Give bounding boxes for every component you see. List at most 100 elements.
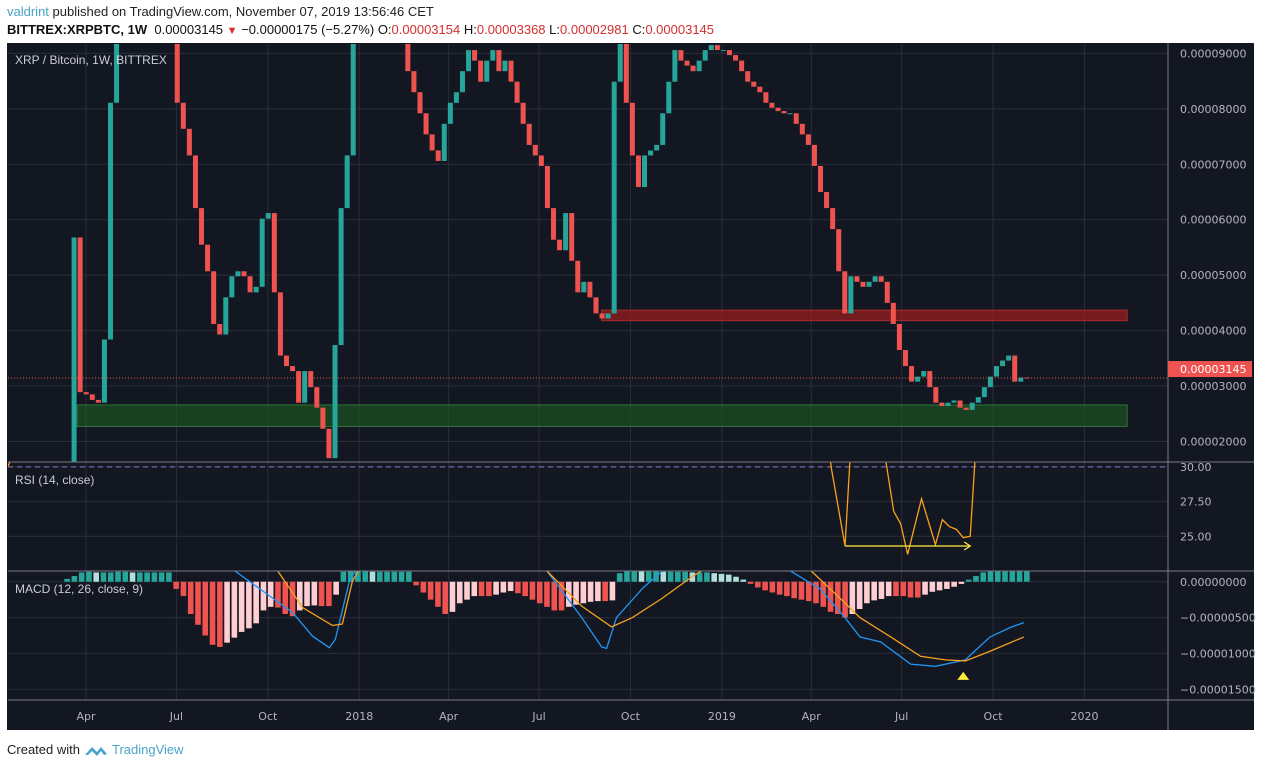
time-tick-label: Apr [76,710,96,723]
candle [945,402,951,407]
author-link[interactable]: valdrint [7,4,49,19]
candle [848,276,854,314]
macd-line [546,571,663,650]
arrow-head-icon [963,541,972,551]
candle [296,371,302,403]
candle [290,366,296,372]
candle [884,281,890,303]
candle [459,71,465,93]
triangle-up-icon [957,671,970,680]
candle [587,281,593,298]
macd-histogram-bar [78,572,85,582]
macd-histogram-bar [638,571,645,582]
macd-histogram-bar [267,581,274,607]
macd-histogram-bar [187,581,194,614]
price-tick-label: 0.00005000 [1180,269,1246,282]
signal-line [277,571,359,627]
macd-histogram-bar [304,581,310,607]
rsi-line [8,462,976,555]
candle [95,399,101,403]
current-price-badge [1168,361,1252,378]
macd-histogram-bar [944,581,950,589]
candle [860,281,866,287]
macd-histogram-bar [536,581,543,604]
high-label: H: [463,22,477,37]
candle [866,281,872,287]
signal-line [810,571,1025,662]
candle [569,213,575,261]
macd-histogram-bar [93,572,100,582]
macd-histogram-bar [253,581,259,624]
candle [241,271,247,277]
macd-histogram-bar [449,581,456,612]
axes[interactable]: Apr Jul Oct 2018 Apr Jul Oct 2019 Apr Jul Oct 2020 0… [8,43,1256,730]
time-tick-label: 2020 [1070,710,1098,723]
macd-pane[interactable] [64,567,1030,680]
candle [107,102,113,340]
time-tick-label: Jul [169,710,183,723]
macd-histogram-bar [994,571,1001,582]
macd-tick-label: −0.00001500 [1180,683,1256,696]
candle [411,71,417,93]
candle [83,392,89,395]
time-tick-label: Jul [531,710,545,723]
macd-histogram-bar [296,581,303,611]
macd-histogram-bar [478,581,485,597]
candle [987,376,993,388]
candle [217,323,223,335]
candle [490,50,496,61]
rsi-tick-label: 25.00 [1180,530,1212,543]
candle [751,81,757,87]
candle [441,123,447,161]
signal-line [546,571,703,628]
candle [896,323,902,351]
candle [1012,355,1018,382]
rsi-pane[interactable] [1,397,1168,555]
candle [253,286,259,293]
macd-histogram-bar [486,581,492,597]
macd-histogram-bar [784,581,790,597]
candle [508,60,514,82]
macd-histogram-bar [144,572,150,582]
macd-histogram-bar [471,581,478,597]
macd-histogram-bar [326,581,332,607]
candle [472,50,478,61]
macd-histogram-bar [856,581,863,609]
macd-histogram-bar [1002,571,1008,582]
candle [484,60,490,82]
macd-histogram-bar [391,571,398,582]
candle [726,50,732,56]
macd-histogram-bar [427,581,434,600]
candle [308,371,314,388]
macd-histogram-bar [987,571,994,582]
macd-histogram-bar [740,579,747,582]
support-zone [76,404,1128,428]
triangle-down-icon: ▼ [226,25,238,37]
price-tick-label: 0.00003000 [1180,380,1246,393]
macd-histogram-bar [624,571,630,582]
macd-histogram-bar [929,581,936,592]
tradingview-link[interactable]: TradingView [111,742,184,757]
macd-histogram-bar [631,571,638,582]
candle [939,402,945,407]
macd-histogram-bar [340,571,347,582]
macd-histogram-bar [238,581,245,632]
macd-histogram-bar [864,581,870,604]
macd-histogram-bar [151,572,158,582]
candle [399,0,404,20]
macd-tick-label: −0.00000500 [1180,612,1256,625]
candle [890,302,896,324]
macd-histogram-bar [616,573,623,582]
macd-histogram-bar [762,581,768,591]
rsi-title: RSI (14, close) [15,473,94,487]
candle [696,60,702,72]
macd-histogram-bar [493,581,499,595]
candle [423,113,429,135]
candle [781,111,787,114]
macd-histogram-bar [420,581,427,593]
time-tick-label: Oct [621,710,641,723]
macd-line [234,571,356,649]
candles[interactable] [71,0,1030,464]
candle [453,92,459,103]
